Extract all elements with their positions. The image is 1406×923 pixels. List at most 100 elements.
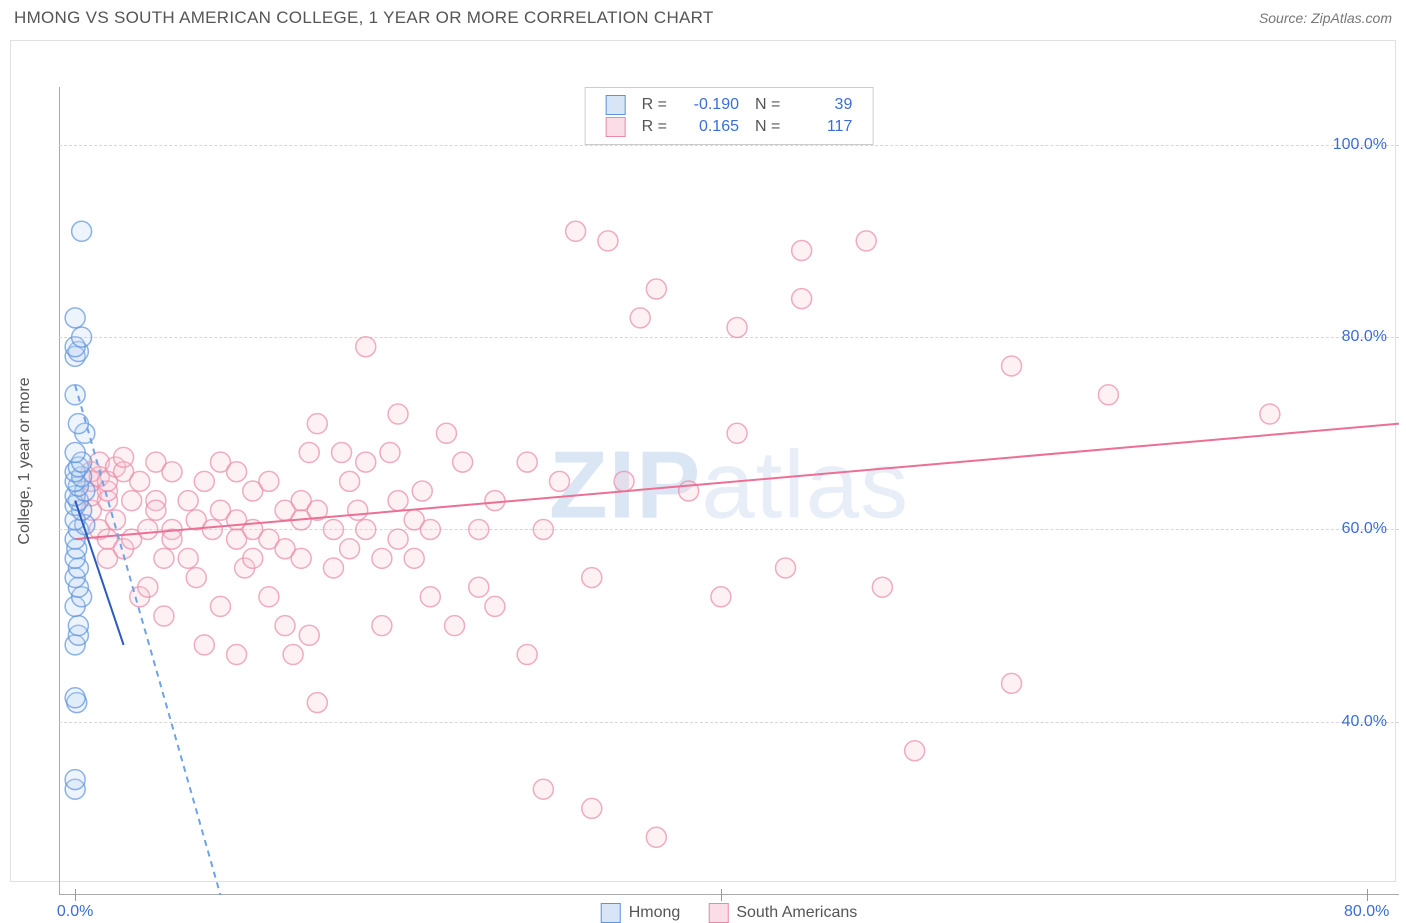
x-tick-mark [1367,889,1368,901]
chart-frame: College, 1 year or more ZIPatlas R =-0.1… [10,40,1396,882]
south_americans-point [299,625,319,645]
south_americans-point [299,443,319,463]
south_americans-point [372,616,392,636]
chart-title: HMONG VS SOUTH AMERICAN COLLEGE, 1 YEAR … [14,8,714,28]
south_americans-point [380,443,400,463]
south_americans-point [275,616,295,636]
south_americans-point [259,471,279,491]
hmong-point [68,414,88,434]
legend-n-label: N = [747,116,788,138]
scatter-svg [59,87,1399,895]
legend-item: Hmong [601,903,681,923]
south_americans-point [1260,404,1280,424]
south_americans-point [582,568,602,588]
south_americans-point [646,279,666,299]
plot-area: ZIPatlas R =-0.190N =39R =0.165N =117 40… [59,87,1399,895]
south_americans-point [388,404,408,424]
south_americans-point [146,500,166,520]
south_americans-point [469,577,489,597]
south_americans-point [122,491,142,511]
south_americans-point [340,471,360,491]
south_americans-point [227,462,247,482]
south_americans-point [485,491,505,511]
y-axis-label: College, 1 year or more [16,377,34,544]
legend-r-label: R = [634,94,675,116]
south_americans-point [332,443,352,463]
south_americans-point [323,558,343,578]
south_americans-point [154,606,174,626]
south_americans-point [291,548,311,568]
chart-source: Source: ZipAtlas.com [1259,10,1392,26]
series-legend: Hmong South Americans [601,903,858,923]
hmong-point [65,308,85,328]
south_americans-point [356,452,376,472]
south_americans-point [114,447,134,467]
south_americans-point [453,452,473,472]
south_americans-point [412,481,432,501]
south_americans-point [372,548,392,568]
south_americans-point [646,827,666,847]
south_americans-point [533,779,553,799]
south_americans-point [138,577,158,597]
south_americans-point [227,645,247,665]
south_americans-point [517,452,537,472]
hmong-point [65,688,85,708]
south_americans-point [445,616,465,636]
legend-r-label: R = [634,116,675,138]
south_americans-point [792,289,812,309]
hmong-point [68,616,88,636]
y-tick-label: 40.0% [1342,713,1387,731]
south_americans-point [307,414,327,434]
x-tick-label: 80.0% [1344,903,1389,921]
legend-row: R = -0.190 N = 39 [598,94,861,116]
south_americans-point [388,491,408,511]
south_americans-point [323,519,343,539]
south_americans-point [202,519,222,539]
legend-r-value: -0.190 [683,96,739,114]
hmong-point [72,327,92,347]
south_americans-point [307,693,327,713]
south_americans-point [905,741,925,761]
south_americans-point [469,519,489,539]
legend-n-label: N = [747,94,788,116]
south_americans-point [194,635,214,655]
south_americans-point [162,462,182,482]
south_americans-point [178,491,198,511]
legend-item: South Americans [708,903,857,923]
south_americans-point [186,568,206,588]
south_americans-point [485,596,505,616]
south_americans-point [566,221,586,241]
hmong-point [65,770,85,790]
south_americans-point [154,548,174,568]
south_americans-point [356,337,376,357]
south_americans-point [194,471,214,491]
south_americans-point [348,500,368,520]
south_americans-point [1098,385,1118,405]
legend-swatch [606,117,626,137]
south_americans-point [711,587,731,607]
legend-label: Hmong [629,904,681,922]
south_americans-point [259,587,279,607]
south_americans-point [856,231,876,251]
legend-row: R =0.165N =117 [598,116,861,138]
south_americans-point [283,645,303,665]
south_americans-point [582,798,602,818]
south_americans-point [356,519,376,539]
south_americans-point [630,308,650,328]
south_americans-point [436,423,456,443]
x-tick-mark [721,889,722,901]
south_americans-point [404,548,424,568]
south_americans-point [1002,356,1022,376]
south_americans-point [178,548,198,568]
south_americans-point [210,596,230,616]
legend-n-value: 39 [796,96,852,114]
south_americans-point [1002,673,1022,693]
south_americans-point [727,317,747,337]
x-tick-label: 0.0% [57,903,93,921]
y-tick-label: 80.0% [1342,328,1387,346]
south_americans-point [549,471,569,491]
legend-swatch [606,95,626,115]
south_americans-point [614,471,634,491]
south_americans-point [727,423,747,443]
y-tick-label: 100.0% [1333,136,1387,154]
